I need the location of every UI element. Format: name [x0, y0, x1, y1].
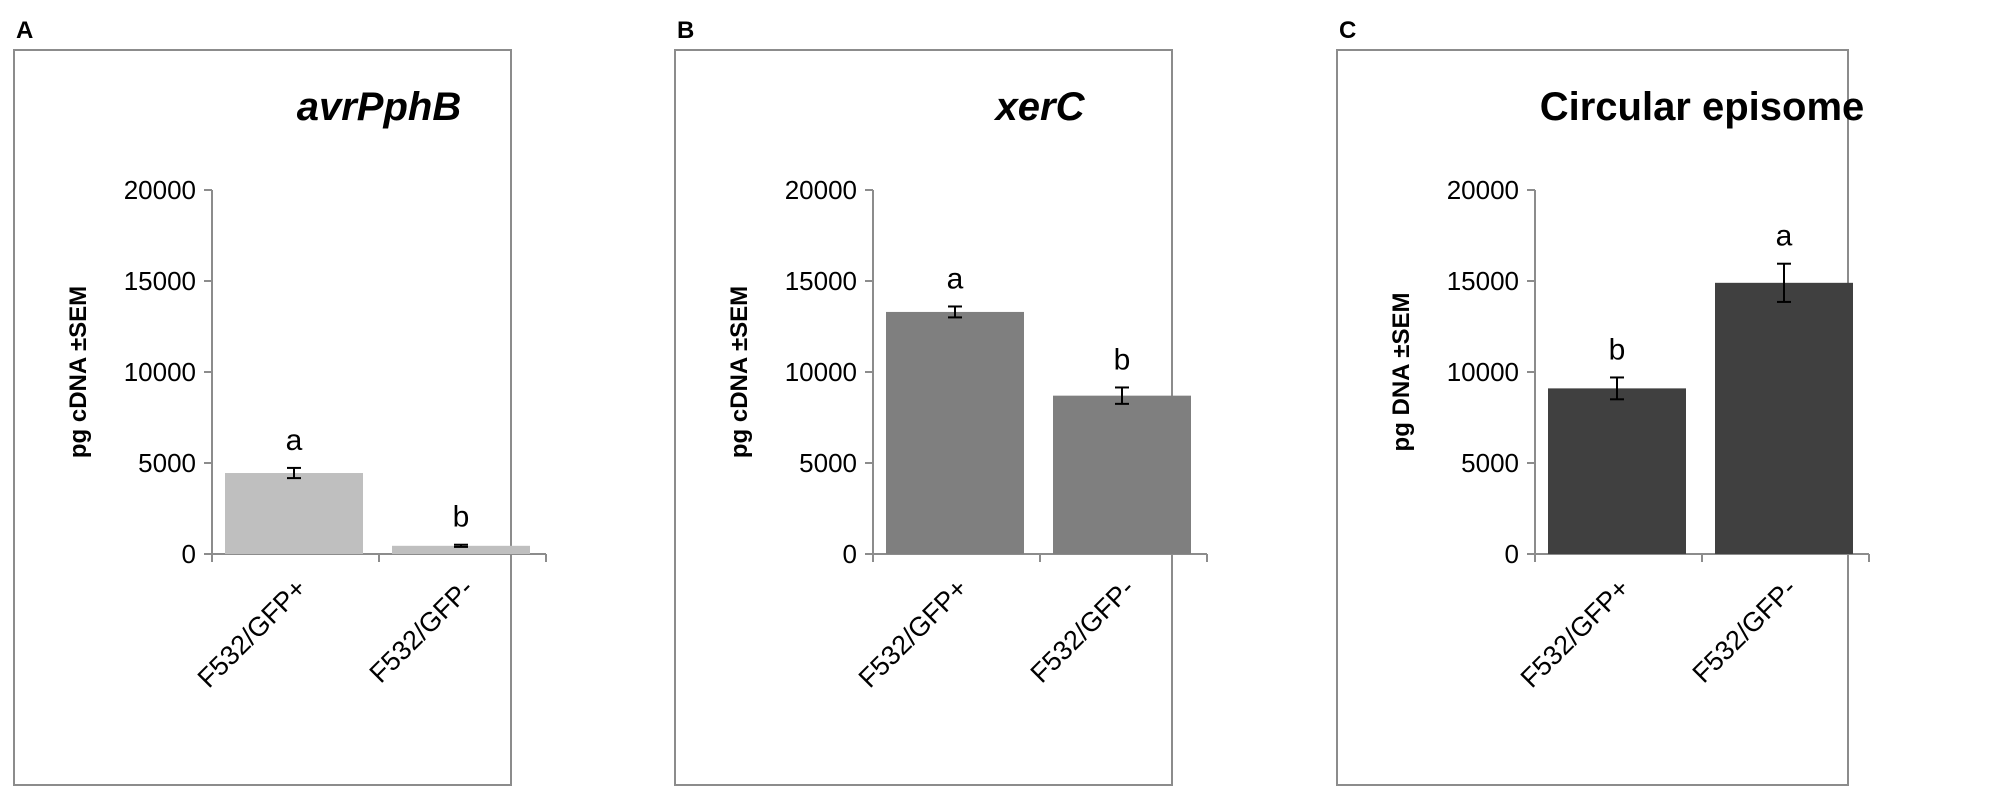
y-tick-label: 0 [843, 539, 857, 569]
bar-2 [1053, 395, 1191, 554]
panel-frame [13, 49, 512, 786]
significance-letter: a [286, 424, 303, 457]
bar-2 [392, 545, 530, 554]
bar-1 [886, 311, 1024, 554]
panel-letter: B [677, 17, 694, 44]
panel-letter: A [16, 17, 33, 44]
y-ticks: 0 5000 10000 15000 20000 [785, 175, 1208, 569]
significance-letter: b [1609, 333, 1626, 366]
y-axis-label: pg DNA ±SEM [1388, 293, 1415, 452]
y-axis-label: pg cDNA ±SEM [65, 286, 92, 458]
bar-1 [225, 473, 363, 554]
y-axis-label: pg cDNA ±SEM [726, 286, 753, 458]
bars: ab [886, 262, 1191, 554]
chart-title: avrPphB [297, 85, 462, 129]
significance-letter: a [1776, 220, 1793, 253]
y-tick-label: 20000 [785, 175, 857, 205]
y-tick-label: 10000 [785, 357, 857, 387]
panel-a: A avrPphB pg cDNA ±SEM 0 5000 10000 15000 20… [13, 17, 547, 786]
y-tick-label: 5000 [799, 448, 857, 478]
bars: ab [225, 424, 530, 554]
y-ticks: 0 5000 10000 15000 20000 [124, 175, 547, 569]
y-tick-label: 10000 [124, 357, 196, 387]
y-tick-label: 10000 [1447, 357, 1519, 387]
y-tick-label: 20000 [1447, 175, 1519, 205]
significance-letter: a [947, 262, 964, 295]
panel-c: C Circular episome pg DNA ±SEM 0 5000 1000… [1336, 17, 1870, 786]
bar-2 [1715, 282, 1853, 554]
y-tick-label: 0 [1505, 539, 1519, 569]
significance-letter: b [1114, 343, 1131, 376]
y-tick-label: 5000 [138, 448, 196, 478]
panel-b: B xerC pg cDNA ±SEM 0 5000 10000 15000 20000… [674, 17, 1208, 786]
y-ticks: 0 5000 10000 15000 20000 [1447, 175, 1870, 569]
significance-letter: b [453, 501, 470, 534]
y-tick-label: 0 [182, 539, 196, 569]
y-tick-label: 5000 [1461, 448, 1519, 478]
bars: ba [1548, 220, 1853, 554]
panel-letter: C [1339, 17, 1356, 44]
y-tick-label: 15000 [1447, 266, 1519, 296]
chart-title: Circular episome [1540, 85, 1865, 129]
bar-1 [1548, 388, 1686, 554]
y-tick-label: 20000 [124, 175, 196, 205]
y-tick-label: 15000 [124, 266, 196, 296]
chart-title: xerC [994, 85, 1086, 129]
y-tick-label: 15000 [785, 266, 857, 296]
